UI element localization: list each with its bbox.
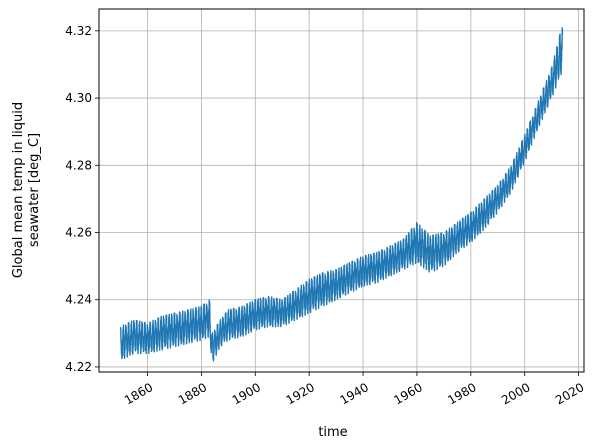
y-tick-label: 4.22 (65, 360, 92, 374)
series-layer (119, 27, 564, 362)
grid-lines (99, 9, 584, 372)
y-axis-label-line-2: seawater [deg_C] (27, 133, 42, 247)
plot-frame (98, 8, 585, 373)
y-tick-label: 4.28 (65, 158, 92, 172)
series-line (119, 27, 564, 362)
x-tick-label: 2020 (553, 380, 586, 407)
y-axis-ticks: 4.22 4.24 4.26 4.28 4.30 4.32 (65, 24, 99, 374)
x-tick-label: 1980 (445, 380, 478, 407)
x-tick-label: 1900 (230, 380, 263, 407)
x-tick-label: 1960 (391, 380, 424, 407)
y-axis-label: Global mean temp in liquid seawater [deg… (11, 102, 42, 278)
x-tick-label: 1860 (122, 380, 155, 407)
y-tick-label: 4.26 (65, 226, 92, 240)
x-tick-label: 1880 (176, 380, 209, 407)
y-axis-label-line-1: Global mean temp in liquid (11, 102, 26, 278)
y-tick-label: 4.30 (65, 91, 92, 105)
x-axis-ticks: 1860 1880 1900 1920 1940 1960 1980 2000 2020 (122, 372, 587, 407)
x-tick-label: 1940 (337, 380, 370, 407)
y-tick-label: 4.24 (65, 293, 92, 307)
x-tick-label: 2000 (499, 380, 532, 407)
x-tick-label: 1920 (284, 380, 317, 407)
x-axis-label: time (318, 425, 347, 440)
y-tick-label: 4.32 (65, 24, 92, 38)
